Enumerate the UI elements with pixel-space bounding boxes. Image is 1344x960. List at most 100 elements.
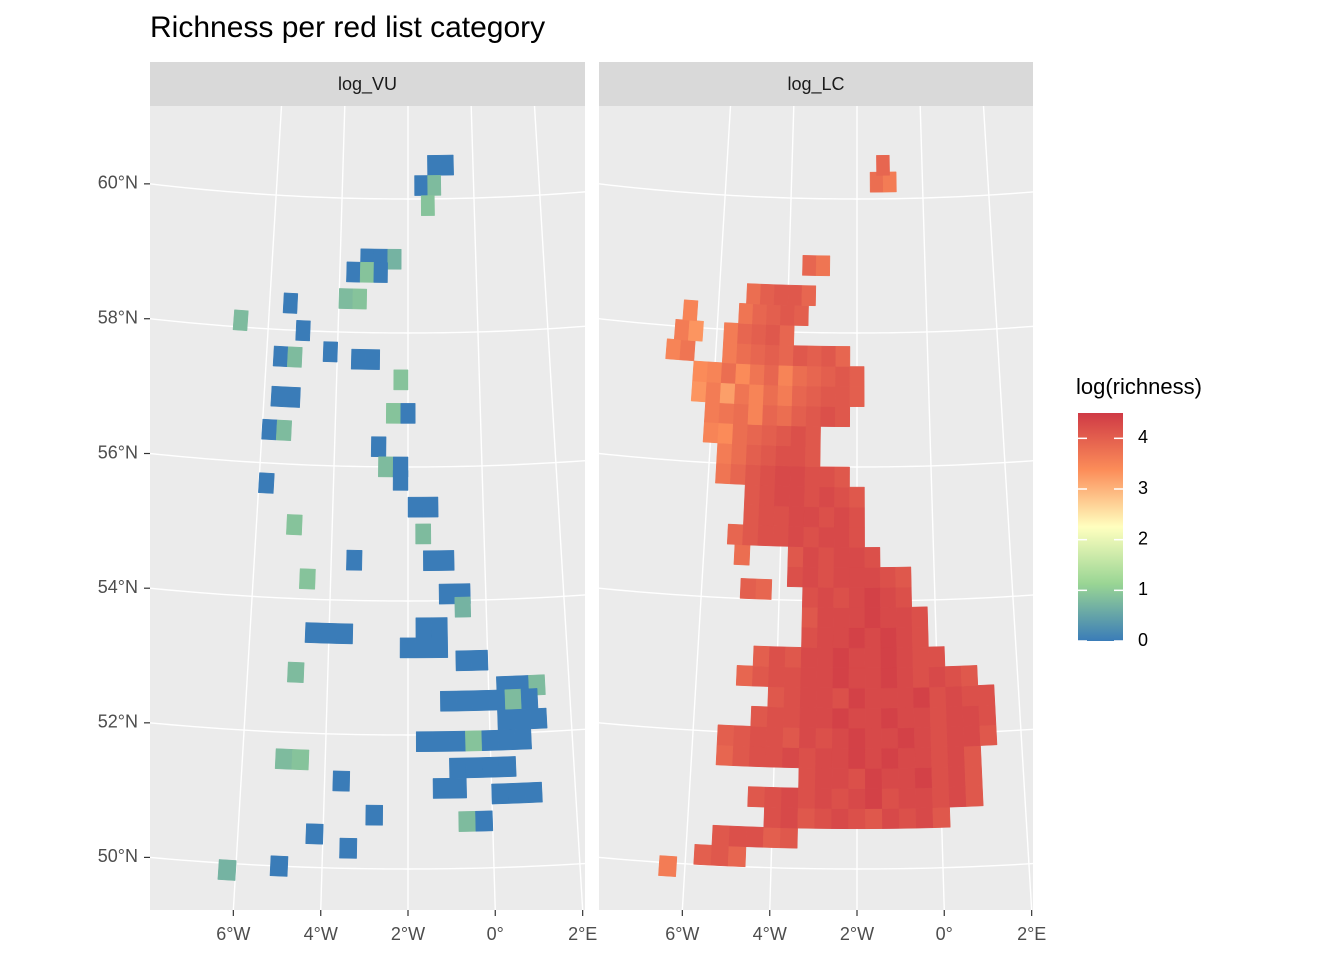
raster-cell xyxy=(423,550,440,572)
raster-cell xyxy=(802,586,819,608)
raster-cell xyxy=(679,339,696,362)
raster-cell xyxy=(524,781,543,804)
raster-cell xyxy=(864,687,882,709)
raster-cell xyxy=(704,401,721,424)
raster-cell xyxy=(762,384,779,406)
raster-cell xyxy=(798,767,816,789)
raster-cell xyxy=(305,823,324,845)
grid-line xyxy=(150,856,585,870)
raster-cell xyxy=(332,770,351,792)
raster-cell xyxy=(232,309,249,332)
raster-cell xyxy=(805,405,822,427)
raster-cell xyxy=(895,586,912,608)
raster-cell xyxy=(702,421,720,444)
raster-cell xyxy=(727,845,747,868)
raster-cell xyxy=(716,442,733,465)
raster-cell xyxy=(802,546,820,568)
raster-cell xyxy=(896,626,913,648)
raster-cell xyxy=(835,346,851,367)
raster-cell xyxy=(898,807,917,829)
raster-cell xyxy=(282,292,299,314)
raster-cell xyxy=(773,505,790,527)
raster-cell xyxy=(755,578,773,600)
chart-title: Richness per red list category xyxy=(150,11,545,44)
raster-cell xyxy=(791,385,808,407)
raster-cell xyxy=(272,345,289,368)
x-tick-label: 2°W xyxy=(840,924,874,944)
raster-cell xyxy=(456,690,474,712)
raster-cell xyxy=(488,689,506,711)
raster-cell xyxy=(765,324,781,346)
raster-cell xyxy=(780,304,796,326)
raster-cell xyxy=(482,756,500,778)
raster-cell xyxy=(816,687,834,709)
raster-cell xyxy=(497,709,515,731)
raster-cell xyxy=(814,767,833,789)
raster-cell xyxy=(764,344,780,366)
raster-cell xyxy=(728,825,748,848)
raster-cell xyxy=(864,748,883,769)
raster-cell xyxy=(261,418,278,441)
raster-cell xyxy=(454,596,472,618)
raster-cell xyxy=(284,386,301,408)
raster-cell xyxy=(336,623,354,645)
raster-cell xyxy=(730,463,747,485)
y-tick-label: 58°N xyxy=(98,307,138,327)
raster-cell xyxy=(881,707,899,729)
raster-cell xyxy=(815,707,833,729)
raster-cell xyxy=(665,338,682,361)
strip-label: log_LC xyxy=(787,74,844,95)
raster-cell xyxy=(760,444,777,466)
raster-cell xyxy=(299,568,316,590)
raster-cell xyxy=(346,549,363,571)
raster-cell xyxy=(752,645,770,667)
raster-cell xyxy=(882,171,897,193)
grid-line xyxy=(919,106,945,910)
raster-cell xyxy=(832,627,850,649)
raster-cell xyxy=(304,622,322,644)
raster-cell xyxy=(833,587,850,608)
raster-cell xyxy=(762,827,781,849)
raster-cell xyxy=(897,687,915,709)
raster-cell xyxy=(814,788,833,809)
raster-cell xyxy=(763,364,780,386)
raster-cell xyxy=(339,837,358,859)
raster-cell xyxy=(961,685,980,707)
raster-cell xyxy=(774,465,791,487)
raster-cell xyxy=(965,785,984,807)
raster-cell xyxy=(777,385,793,407)
raster-cell xyxy=(831,768,849,789)
raster-cell xyxy=(964,765,983,787)
raster-cell xyxy=(848,667,866,689)
raster-cell xyxy=(913,727,932,749)
raster-cell xyxy=(817,607,834,628)
raster-cell xyxy=(217,859,237,881)
raster-cell xyxy=(880,667,898,689)
raster-cell xyxy=(784,666,802,688)
x-tick-label: 2°E xyxy=(568,924,597,944)
raster-cell xyxy=(816,647,834,669)
raster-cell xyxy=(385,403,402,424)
raster-cell xyxy=(835,386,851,407)
raster-cell xyxy=(743,504,760,526)
raster-cell xyxy=(787,546,804,568)
raster-cell xyxy=(896,647,914,668)
raster-cell xyxy=(392,470,409,491)
raster-cell xyxy=(876,154,890,176)
x-tick-label: 2°E xyxy=(1017,924,1046,944)
raster-cell xyxy=(338,288,354,310)
raster-cell xyxy=(898,767,916,789)
grid-line xyxy=(599,856,1033,870)
raster-cell xyxy=(455,650,473,672)
raster-cell xyxy=(793,305,809,327)
raster-cell xyxy=(929,686,947,708)
raster-cell xyxy=(931,766,950,788)
raster-cell xyxy=(448,730,466,752)
raster-cell xyxy=(475,810,494,832)
raster-cell xyxy=(802,255,817,276)
raster-cell xyxy=(359,261,375,283)
raster-cell xyxy=(818,506,835,528)
x-tick-label: 4°W xyxy=(304,924,338,944)
raster-cell xyxy=(723,322,739,344)
raster-cell xyxy=(287,661,305,683)
